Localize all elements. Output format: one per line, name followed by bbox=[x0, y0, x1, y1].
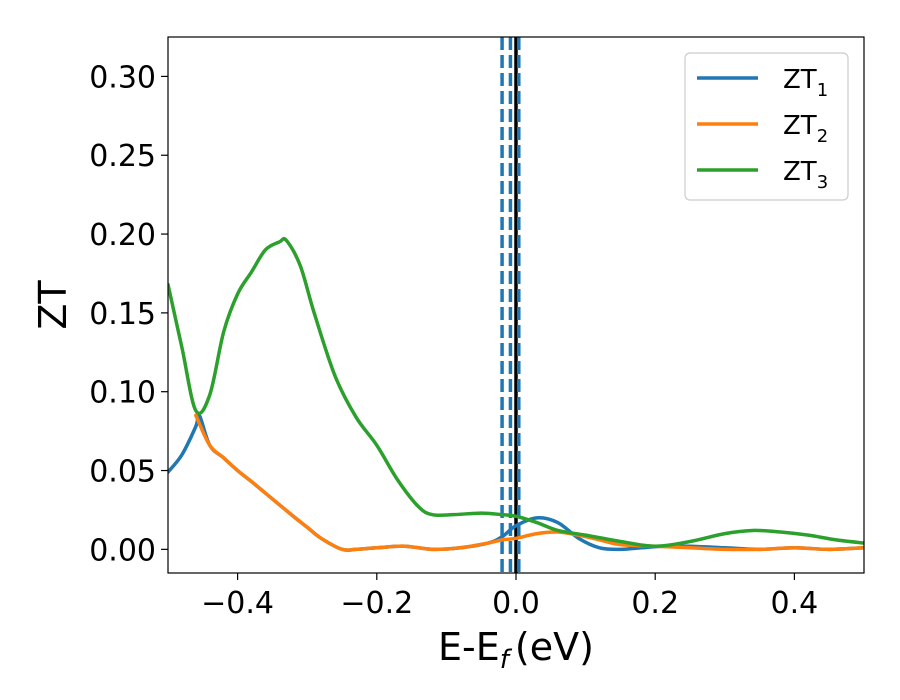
x-tick-label: −0.4 bbox=[201, 586, 274, 621]
legend: ZT1 ZT2 ZT3 bbox=[684, 52, 849, 201]
y-tick-label: 0.00 bbox=[89, 533, 156, 568]
series-layer bbox=[168, 236, 864, 552]
x-axis-label: E-Ef (eV) bbox=[438, 625, 594, 675]
y-axis-label: ZT bbox=[31, 280, 75, 330]
y-tick-label: 0.05 bbox=[89, 455, 156, 490]
x-tick-label: −0.2 bbox=[340, 586, 413, 621]
y-tick-label: 0.20 bbox=[89, 218, 156, 253]
x-tick-label: 0.2 bbox=[631, 586, 679, 621]
legend-label-zt2: ZT2 bbox=[783, 111, 828, 147]
legend-label-zt3: ZT3 bbox=[783, 157, 828, 193]
x-tick-label: 0.4 bbox=[771, 586, 819, 621]
y-tick-label: 0.25 bbox=[89, 139, 156, 174]
y-tick-label: 0.30 bbox=[89, 60, 156, 95]
reference-lines bbox=[500, 37, 521, 573]
legend-box bbox=[684, 52, 849, 201]
y-axis-ticks: 0.00 0.05 0.10 0.15 0.20 0.25 0.30 bbox=[89, 60, 168, 568]
y-tick-label: 0.15 bbox=[89, 297, 156, 332]
x-axis-ticks: −0.4 −0.2 0.0 0.2 0.4 bbox=[201, 573, 818, 621]
y-tick-label: 0.10 bbox=[89, 376, 156, 411]
series-line-zt2 bbox=[194, 413, 864, 552]
series-line-zt3 bbox=[168, 236, 864, 548]
x-tick-label: 0.0 bbox=[492, 586, 540, 621]
legend-label-zt1: ZT1 bbox=[783, 65, 828, 101]
